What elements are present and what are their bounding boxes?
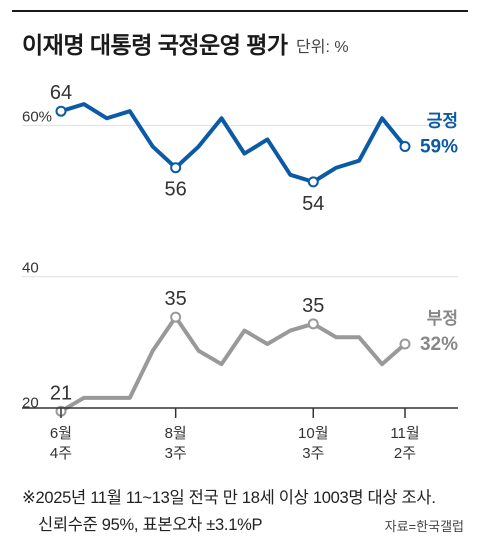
positive-point-label-11: 54 xyxy=(302,193,324,215)
chart-title: 이재명 대통령 국정운영 평가 xyxy=(22,32,288,58)
positive-ytick-60: 60% xyxy=(22,108,52,125)
x-label-month-0: 6월 xyxy=(50,425,72,442)
survey-note: ※2025년 11월 11~13일 전국 만 18세 이상 1003명 대상 조… xyxy=(22,489,436,507)
source-label: 자료=한국갤럽 xyxy=(384,519,464,534)
positive-end-value: 59% xyxy=(420,137,458,158)
x-label-month-15: 11월 xyxy=(390,425,419,442)
negative-point-label-0: 21 xyxy=(50,382,72,404)
negative-end-value: 32% xyxy=(420,334,458,355)
negative-marker-11 xyxy=(307,318,319,330)
sampling-note: 신뢰수준 95%, 표본오차 ±3.1%P xyxy=(38,516,263,534)
positive-line xyxy=(59,102,407,184)
x-label-week-5: 3주 xyxy=(165,445,187,462)
negative-point-label-5: 35 xyxy=(165,288,187,310)
positive-point-label-5: 56 xyxy=(165,179,187,201)
negative-end-marker xyxy=(399,338,411,350)
positive-end-marker xyxy=(399,141,411,153)
negative-ytick-20: 20 xyxy=(22,394,39,411)
negative-marker-5 xyxy=(170,311,182,323)
unit-label: 단위: % xyxy=(296,39,349,56)
negative-ytick-40: 40 xyxy=(22,260,39,277)
approval-chart: 60% 64 56 54 긍정 59% 40 20 21 35 35 부정 32% 6월 4주 8월 3주 10월… xyxy=(22,82,458,462)
positive-marker-5 xyxy=(170,162,182,174)
x-label-week-15: 2주 xyxy=(394,445,416,462)
negative-point-label-11: 35 xyxy=(302,295,324,317)
negative-series-name: 부정 xyxy=(427,309,458,328)
x-label-week-0: 4주 xyxy=(50,445,72,462)
positive-marker-11 xyxy=(307,176,319,188)
positive-marker-0 xyxy=(55,105,67,117)
x-label-month-11: 10월 xyxy=(298,425,329,442)
x-label-month-5: 8월 xyxy=(165,425,187,442)
top-rule xyxy=(12,10,468,12)
positive-point-label-0: 64 xyxy=(50,82,72,104)
x-label-week-11: 3주 xyxy=(302,445,324,462)
positive-series-name: 긍정 xyxy=(427,112,458,131)
negative-line xyxy=(59,315,407,414)
